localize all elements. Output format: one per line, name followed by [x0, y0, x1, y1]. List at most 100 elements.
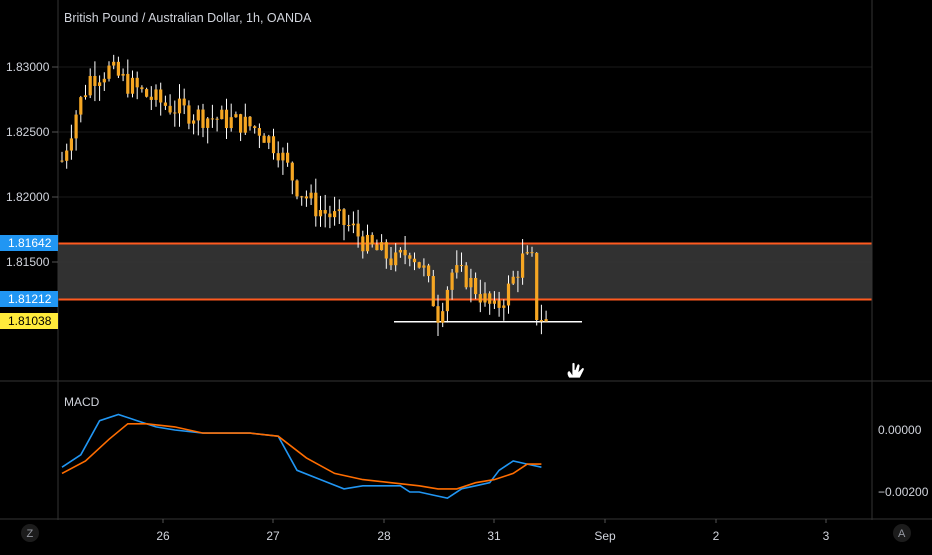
zone-lower-label-bg: [0, 291, 58, 307]
candle: [337, 199, 341, 225]
candle-body: [206, 118, 210, 128]
candle: [450, 268, 454, 300]
candle-body: [93, 75, 97, 86]
candle-body: [436, 306, 440, 323]
candle: [375, 239, 379, 251]
candle-body: [290, 162, 294, 181]
auto-scale-button[interactable]: [893, 524, 911, 542]
timezone-button-label: Z: [27, 528, 34, 540]
candle-body: [375, 244, 379, 251]
candle-body: [262, 135, 266, 143]
candle: [196, 105, 200, 136]
candle-body: [168, 105, 172, 113]
candle: [290, 161, 294, 195]
candle: [229, 103, 233, 132]
candle: [408, 252, 412, 267]
time-tick-label: 26: [156, 529, 170, 543]
time-tick-label: 31: [487, 529, 501, 543]
candle: [210, 104, 214, 128]
candle-body: [60, 160, 64, 162]
price-tick-label: 1.82500: [6, 125, 50, 139]
candle-body: [177, 98, 182, 114]
candle-body: [224, 109, 229, 129]
candle: [441, 302, 445, 328]
candle-body: [253, 126, 257, 129]
candle: [304, 190, 308, 207]
candle: [281, 147, 285, 175]
candle: [431, 269, 435, 307]
candle-body: [459, 265, 464, 267]
candle-body: [544, 319, 548, 322]
candle-body: [384, 242, 388, 259]
axes: 1.83000 1.82500 1.82000 1.81500 26 27 28 31 Sep 2…: [0, 0, 932, 543]
time-tick-label: 3: [823, 529, 830, 543]
candle-body: [295, 180, 299, 197]
hand-cursor-icon: [566, 362, 585, 379]
candle-body: [525, 252, 529, 254]
candle: [506, 275, 511, 314]
candle: [394, 243, 398, 272]
candle-body: [427, 265, 431, 277]
candle: [88, 68, 92, 99]
candle: [342, 208, 346, 241]
candle-body: [65, 150, 69, 161]
candle-body: [314, 192, 318, 217]
candle: [239, 113, 243, 142]
candle-body: [286, 152, 290, 163]
grid: [58, 66, 872, 263]
candle: [502, 299, 506, 321]
candle-body: [323, 210, 327, 214]
candle-body: [361, 236, 365, 252]
candle: [121, 68, 125, 82]
candle-body: [441, 311, 445, 323]
candle: [257, 123, 261, 149]
candle: [478, 279, 482, 313]
chart-title: British Pound / Australian Dollar, 1h, O…: [64, 11, 312, 25]
timezone-button[interactable]: [21, 524, 39, 542]
candle-body: [398, 249, 402, 253]
candle: [98, 75, 102, 101]
candle: [295, 179, 299, 200]
price-tick-label: 1.81500: [6, 255, 50, 269]
candle: [286, 142, 290, 167]
candle-body: [511, 276, 515, 284]
signal-line: [61, 423, 542, 490]
candle: [102, 72, 106, 91]
candle-body: [516, 276, 520, 278]
candle: [365, 224, 370, 254]
candle-body: [248, 116, 252, 127]
candle: [271, 128, 276, 160]
candle: [126, 59, 130, 98]
candle: [412, 252, 417, 271]
candle: [417, 261, 421, 269]
candlestick-series: [60, 54, 548, 336]
candle: [267, 134, 271, 150]
candle-body: [309, 192, 313, 199]
candle: [60, 151, 64, 163]
candle-body: [521, 253, 525, 278]
candle-body: [408, 255, 412, 259]
candle: [436, 294, 440, 336]
candle-body: [243, 116, 247, 133]
candle: [243, 103, 247, 135]
candle-body: [271, 136, 276, 154]
candle: [107, 61, 111, 82]
candle: [201, 103, 205, 138]
candle: [145, 87, 149, 98]
zone-upper-label-bg: [0, 235, 58, 251]
price-tick-label: 1.83000: [6, 60, 50, 74]
candle: [93, 61, 97, 102]
candle: [140, 85, 144, 93]
candle-body: [192, 120, 196, 124]
candle: [347, 214, 351, 232]
candle-body: [83, 95, 88, 98]
candle: [422, 258, 426, 277]
candle-body: [342, 209, 346, 226]
candle: [459, 252, 464, 272]
candle: [173, 100, 177, 127]
candle-body: [126, 73, 130, 94]
candle-body: [389, 258, 393, 266]
candle: [544, 310, 548, 323]
